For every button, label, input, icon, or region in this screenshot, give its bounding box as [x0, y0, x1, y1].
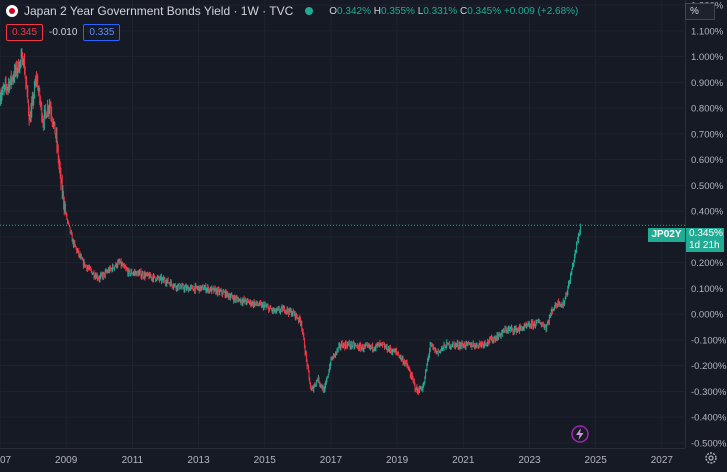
time-tick-label: 2015 — [254, 455, 277, 466]
price-tick-label: 1.000% — [691, 52, 724, 63]
last-price-value: 0.345% — [689, 228, 723, 239]
price-tick-label: 0.100% — [691, 284, 724, 295]
time-tick-label: 2013 — [187, 455, 210, 466]
price-tick-label: -0.400% — [691, 413, 727, 424]
price-tick-label: 0.500% — [691, 181, 724, 192]
time-tick-label: 2009 — [55, 455, 78, 466]
ohlc-value: 0.355% — [380, 5, 415, 17]
japan-flag-icon — [6, 5, 18, 17]
price-axis-labels: 1.200%1.100%1.000%0.900%0.800%0.700%0.60… — [691, 1, 727, 450]
price-tick-label: 0.600% — [691, 155, 724, 166]
price-tick-label: 0.800% — [691, 104, 724, 115]
quote-boxes: 0.345 -0.010 0.335 — [6, 24, 121, 41]
price-tick-label: 0.900% — [691, 78, 724, 89]
price-tick-label: 1.100% — [691, 26, 724, 37]
time-tick-label: 2025 — [585, 455, 608, 466]
price-tick-label: 0.700% — [691, 129, 724, 140]
price-tick-label: 0.000% — [691, 310, 724, 321]
time-axis[interactable]: 2007 2009 2011 2013 2015 2017 2019 2021 2023 2025… — [0, 448, 685, 468]
price-tick-label: 0.200% — [691, 258, 724, 269]
price-tick-label: -0.500% — [691, 438, 727, 448]
symbol-badge: JP02Y — [648, 228, 685, 242]
ohlc-value: 0.342% — [337, 5, 371, 17]
time-tick-label: 2027 — [651, 455, 674, 466]
price-change: +0.009 (+2.68%) — [503, 5, 579, 17]
gear-icon[interactable] — [704, 451, 718, 465]
price-tick-label: -0.300% — [691, 387, 727, 398]
ohlc-value: 0.345% — [467, 5, 502, 17]
bar-countdown: 1d 21h — [689, 240, 720, 251]
percent-scale-button[interactable]: % — [685, 3, 715, 20]
ask-button[interactable]: 0.335 — [83, 24, 121, 41]
time-axis-labels: 2007 2009 2011 2013 2015 2017 2019 2021 2023 2025… — [0, 455, 674, 466]
lightning-icon[interactable] — [571, 425, 589, 443]
market-status-icon — [305, 7, 314, 15]
price-axis[interactable]: 1.200%1.100%1.000%0.900%0.800%0.700%0.60… — [685, 0, 727, 450]
time-tick-label: 2023 — [518, 455, 541, 466]
last-price-badge: 0.345% 1d 21h — [686, 228, 724, 252]
chart-legend: Japan 2 Year Government Bonds Yield · 1W… — [6, 4, 578, 18]
ohlc-key: O — [329, 5, 338, 17]
ohlc-values: O0.342% H0.355% L0.331% C0.345% +0.009 (… — [329, 6, 578, 17]
ohlc-value: 0.331% — [423, 5, 458, 17]
price-tick-label: -0.200% — [691, 361, 727, 372]
time-tick-label: 2011 — [122, 455, 144, 466]
ohlc-key: C — [459, 5, 468, 17]
spread-value: -0.010 — [49, 27, 78, 38]
price-tick-label: -0.100% — [691, 335, 727, 346]
symbol-title[interactable]: Japan 2 Year Government Bonds Yield · 1W… — [24, 4, 294, 18]
time-tick-label: 2007 — [0, 455, 12, 466]
time-tick-label: 2021 — [452, 455, 475, 466]
chart-area[interactable] — [0, 0, 685, 448]
time-tick-label: 2017 — [320, 455, 343, 466]
bid-button[interactable]: 0.345 — [6, 24, 44, 41]
price-chart[interactable] — [0, 0, 685, 448]
ohlc-key: H — [373, 5, 381, 17]
ohlc-key: L — [417, 5, 424, 17]
time-tick-label: 2019 — [386, 455, 409, 466]
price-tick-label: 0.400% — [691, 207, 724, 218]
